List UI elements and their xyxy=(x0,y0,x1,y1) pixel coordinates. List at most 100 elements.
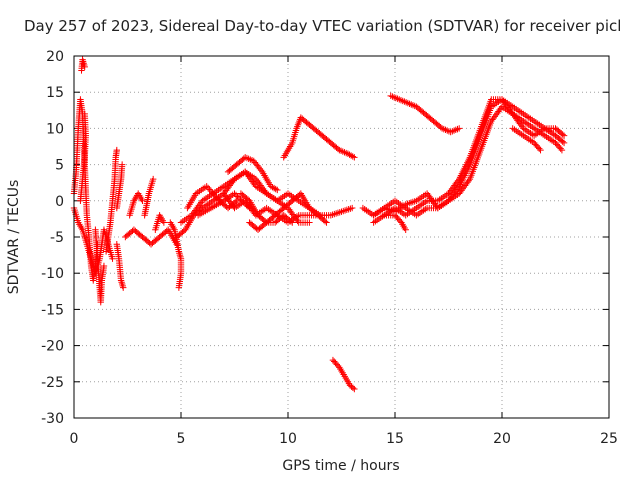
data-point-marker xyxy=(349,384,357,392)
data-point-marker xyxy=(228,179,236,186)
data-point-marker xyxy=(210,191,218,198)
data-point-marker xyxy=(285,206,293,213)
data-point-marker xyxy=(458,187,465,194)
data-point-marker xyxy=(243,201,250,209)
x-axis-label: GPS time / hours xyxy=(282,458,399,474)
data-point-marker xyxy=(515,118,522,126)
data-point-marker xyxy=(456,190,463,197)
data-point-marker xyxy=(492,111,500,118)
data-point-marker xyxy=(349,153,356,160)
data-point-marker xyxy=(453,186,461,193)
data-points xyxy=(70,56,568,393)
data-point-marker xyxy=(502,101,509,108)
data-point-marker xyxy=(270,184,278,192)
data-point-marker xyxy=(454,184,462,192)
data-point-marker xyxy=(241,200,249,207)
data-point-marker xyxy=(259,185,267,192)
data-point-marker xyxy=(269,184,276,191)
y-tick-label: -25 xyxy=(41,375,64,391)
data-point-marker xyxy=(293,216,300,223)
data-point-marker xyxy=(499,97,507,105)
data-point-marker xyxy=(190,208,198,216)
plot-frame xyxy=(73,55,610,419)
data-point-marker xyxy=(255,179,262,186)
data-point-marker xyxy=(347,152,355,159)
data-point-marker xyxy=(463,180,470,188)
data-point-marker xyxy=(560,132,568,139)
data-point-marker xyxy=(192,207,199,214)
data-point-marker xyxy=(175,284,183,291)
data-point-marker xyxy=(465,177,472,184)
data-point-marker xyxy=(448,192,456,200)
data-point-marker xyxy=(221,188,229,196)
data-point-marker xyxy=(231,190,238,197)
data-point-marker xyxy=(193,205,200,213)
data-point-marker xyxy=(234,193,241,200)
data-point-marker xyxy=(253,177,261,184)
data-point-marker xyxy=(511,113,519,121)
data-point-marker xyxy=(491,113,499,120)
data-point-marker xyxy=(237,196,244,203)
data-point-marker xyxy=(251,181,258,188)
y-axis-label: SDTVAR / TECUs xyxy=(6,180,22,295)
y-tick-label: 0 xyxy=(55,194,64,210)
data-point-marker xyxy=(451,182,458,189)
data-point-marker xyxy=(267,183,275,190)
x-tick-label: 5 xyxy=(177,431,186,447)
data-point-marker xyxy=(349,204,356,212)
data-point-marker xyxy=(252,175,260,183)
data-point-marker xyxy=(188,212,195,219)
data-point-marker xyxy=(224,185,231,192)
x-tick-label: 10 xyxy=(279,431,297,447)
data-point-marker xyxy=(113,146,120,154)
data-point-marker xyxy=(504,104,512,111)
data-point-marker xyxy=(396,217,404,225)
data-point-marker xyxy=(495,108,502,115)
data-point-marker xyxy=(505,105,513,113)
data-point-marker xyxy=(445,197,452,204)
y-tick-label: 15 xyxy=(46,85,64,101)
data-point-marker xyxy=(454,177,462,184)
data-point-marker xyxy=(290,212,298,220)
data-point-marker xyxy=(206,186,213,193)
data-point-marker xyxy=(235,194,243,202)
data-point-marker xyxy=(496,106,503,114)
data-point-marker xyxy=(402,226,409,233)
data-point-marker xyxy=(447,194,455,201)
data-point-marker xyxy=(189,210,197,217)
data-point-marker xyxy=(232,198,239,206)
data-point-marker xyxy=(517,121,525,129)
data-point-marker xyxy=(351,154,358,161)
data-point-marker xyxy=(81,63,88,71)
y-tick-label: -10 xyxy=(41,266,64,282)
data-point-marker xyxy=(508,109,515,116)
data-point-marker xyxy=(513,115,520,122)
y-tick-label: -20 xyxy=(41,339,64,355)
data-point-marker xyxy=(149,175,157,183)
data-point-marker xyxy=(100,262,108,270)
data-point-marker xyxy=(501,99,508,106)
data-point-marker xyxy=(261,187,268,194)
data-point-marker xyxy=(537,146,544,154)
data-point-marker xyxy=(139,197,146,204)
data-point-marker xyxy=(287,218,295,225)
data-point-marker xyxy=(195,202,203,209)
data-point-marker xyxy=(559,138,566,145)
data-point-marker xyxy=(120,284,127,291)
data-point-marker xyxy=(464,179,471,186)
data-point-marker xyxy=(294,217,301,225)
data-point-marker xyxy=(494,109,501,117)
chart-title: Day 257 of 2023, Sidereal Day-to-day VTE… xyxy=(24,17,621,35)
data-point-marker xyxy=(459,185,466,192)
data-point-marker xyxy=(346,151,353,158)
data-point-marker xyxy=(274,186,281,194)
data-point-marker xyxy=(226,182,233,189)
data-point-marker xyxy=(334,362,342,370)
y-tick-label: 5 xyxy=(55,158,64,174)
data-point-marker xyxy=(220,190,227,197)
data-point-marker xyxy=(452,187,459,195)
data-point-marker xyxy=(451,189,458,196)
data-point-marker xyxy=(213,194,220,201)
data-point-marker xyxy=(489,116,496,123)
